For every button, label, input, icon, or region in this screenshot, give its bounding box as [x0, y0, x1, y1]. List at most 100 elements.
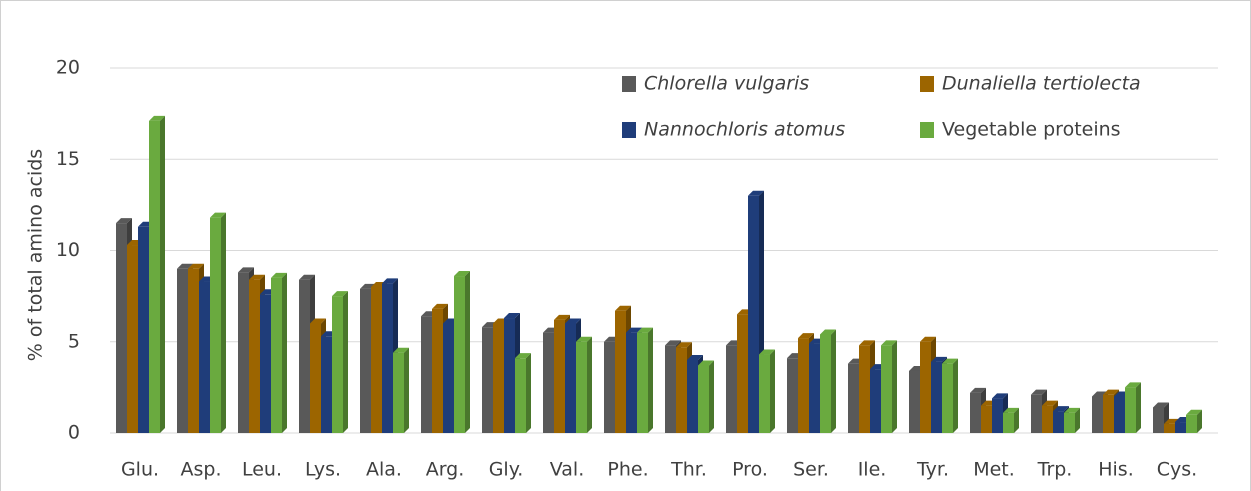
bar-side: [953, 358, 958, 433]
bar-top: [1153, 402, 1169, 408]
bar-top: [759, 349, 775, 355]
bar: [260, 294, 271, 433]
bar-top: [554, 314, 570, 320]
bar: [554, 319, 565, 433]
bar: [493, 323, 504, 433]
y-tick-label: 0: [68, 422, 80, 444]
bar: [931, 361, 942, 433]
bar-side: [404, 347, 409, 433]
bar: [787, 358, 798, 433]
bar: [737, 314, 748, 433]
bar-top: [687, 355, 703, 360]
bar-top: [249, 274, 265, 280]
bar-top: [238, 267, 254, 273]
bar: [421, 316, 432, 433]
x-tick-label: Cys.: [1157, 459, 1197, 481]
legend-label: Vegetable proteins: [942, 119, 1121, 141]
x-tick-label: Lys.: [305, 459, 341, 481]
bar: [687, 360, 698, 433]
bar-top: [382, 278, 398, 284]
bar-side: [587, 336, 592, 433]
x-tick-label: Tyr.: [916, 459, 949, 481]
bar: [393, 352, 404, 433]
x-tick-label: Gly.: [489, 459, 524, 481]
bar-top: [698, 360, 714, 366]
x-tick-label: Pro.: [732, 459, 768, 481]
bar: [809, 343, 820, 433]
x-tick-label: Arg.: [426, 459, 465, 481]
bar-top: [615, 305, 631, 311]
bar-side: [1075, 407, 1080, 433]
bar: [1186, 414, 1197, 433]
bar: [748, 195, 759, 433]
bar-side: [282, 272, 287, 433]
bar-top: [454, 271, 470, 277]
bar-top: [665, 340, 681, 346]
bar: [271, 277, 282, 433]
bar: [371, 287, 382, 433]
x-tick-label: His.: [1098, 459, 1134, 481]
bar: [1103, 394, 1114, 433]
bar-top: [748, 190, 764, 196]
bar: [604, 341, 615, 433]
bar: [454, 276, 465, 433]
bar: [798, 338, 809, 433]
bar: [543, 332, 554, 433]
bar: [1175, 422, 1186, 433]
bar-top: [515, 353, 531, 359]
bar-top: [1103, 389, 1119, 395]
bar-top: [393, 347, 409, 353]
bar: [1125, 387, 1136, 433]
bar: [942, 363, 953, 433]
bar-side: [1136, 382, 1141, 433]
bar: [504, 318, 515, 433]
bar: [676, 347, 687, 433]
bar: [382, 283, 393, 433]
bar-side: [526, 353, 531, 433]
bar-top: [576, 336, 592, 342]
bar: [138, 226, 149, 433]
bar: [970, 392, 981, 433]
bar: [1114, 396, 1125, 433]
bar-side: [831, 329, 836, 433]
bar-top: [1031, 389, 1047, 395]
bar-top: [1186, 409, 1202, 415]
bar-side: [709, 360, 714, 433]
bar: [848, 363, 859, 433]
bar: [149, 120, 160, 434]
bar-side: [1197, 409, 1202, 433]
bar: [127, 245, 138, 433]
bar: [360, 288, 371, 433]
bar-top: [820, 329, 836, 335]
bar-top: [942, 358, 958, 364]
x-tick-label: Asp.: [181, 459, 222, 481]
bar-top: [299, 274, 315, 280]
bar-side: [892, 340, 897, 433]
bar-top: [565, 318, 581, 324]
bar: [859, 345, 870, 433]
bar-top: [798, 333, 814, 339]
bar-side: [770, 349, 775, 433]
bar: [1042, 405, 1053, 433]
x-tick-label: Glu.: [121, 459, 159, 481]
bar: [1053, 411, 1064, 433]
bar-top: [116, 218, 132, 224]
bar: [981, 405, 992, 433]
bar-top: [271, 272, 287, 278]
bar: [443, 323, 454, 433]
legend-swatch: [622, 122, 636, 138]
bar-side: [160, 115, 165, 434]
y-tick-label: 15: [56, 148, 80, 170]
bar: [626, 332, 637, 433]
bar: [1031, 394, 1042, 433]
bar-top: [149, 115, 165, 121]
bar: [909, 370, 920, 433]
bar-side: [221, 212, 226, 433]
bar: [615, 310, 626, 433]
bar-top: [1042, 400, 1058, 406]
legend-label: Nannochloris atomus: [644, 119, 845, 141]
bar-top: [1003, 407, 1019, 413]
bar: [881, 345, 892, 433]
bar-side: [1014, 407, 1019, 433]
